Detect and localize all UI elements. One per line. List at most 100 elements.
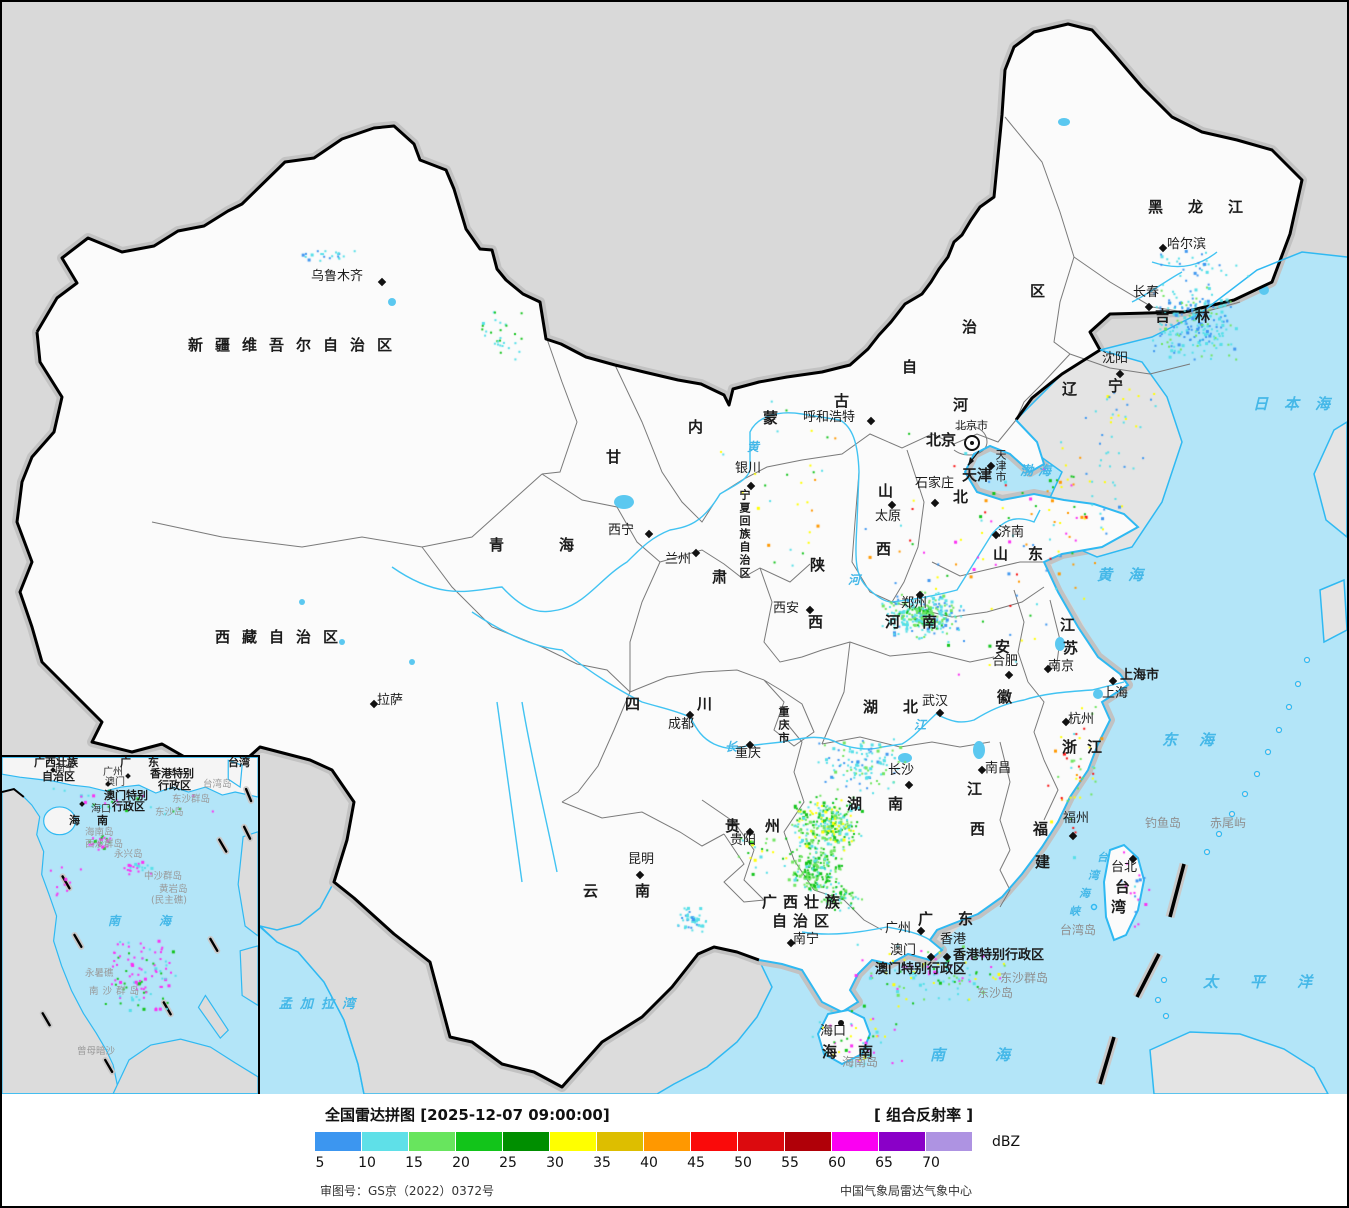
map-label: 青 (489, 536, 505, 554)
scale-box-10 (362, 1132, 408, 1151)
map-label: 南宁 (55, 764, 75, 775)
scale-tick: 55 (781, 1155, 799, 1171)
scale-box-65 (879, 1132, 925, 1151)
scale-box-45 (691, 1132, 737, 1151)
map-label: 台湾岛 (1060, 923, 1097, 937)
map-label: 西宁 (608, 523, 635, 538)
city-marker (916, 926, 926, 936)
map-label: 黑 (1148, 198, 1164, 216)
map-label: 江 (967, 780, 983, 798)
map-label: 杭州 (1068, 712, 1095, 727)
map-label: 钓鱼岛 (1145, 816, 1182, 830)
map-label: 宁 (1108, 377, 1124, 395)
map-label: 海 (822, 1043, 838, 1061)
map-label: 西安 (773, 601, 800, 616)
map-label: 台 (1115, 878, 1131, 896)
scale-box-55 (785, 1132, 831, 1151)
map-area: 新疆维吾尔自治区 西藏自治区青海甘肃内蒙古自治区宁夏回族自治区陕西山西河北山东河南… (2, 2, 1347, 1094)
scale-tick: 60 (828, 1155, 846, 1171)
map-label: 贵 (725, 817, 741, 835)
scale-tick: 70 (922, 1155, 940, 1171)
map-label: 兰州 (665, 552, 692, 567)
map-label: 江 (1060, 616, 1076, 634)
city-marker (377, 277, 387, 287)
map-label: 成都 (668, 717, 695, 732)
map-label: 江 (1228, 198, 1244, 216)
map-label: 重庆 (735, 746, 762, 761)
dbz-unit-label: dBZ (992, 1134, 1021, 1150)
map-label: 东沙岛 (977, 986, 1014, 1000)
map-label: 州 (765, 817, 781, 835)
map-label: 南京 (1048, 659, 1075, 674)
map-label: 东 (1028, 545, 1044, 563)
legend-bar: 全国雷达拼图 [2025-12-07 09:00:00] [ 组合反射率 ] 5… (2, 1094, 1347, 1206)
map-label: 西 (876, 540, 892, 558)
city-marker (1144, 302, 1154, 312)
map-label: 山 (878, 482, 894, 500)
map-label: 南 (922, 613, 938, 631)
map-label: 北京 (926, 431, 957, 449)
map-label: 南 (635, 882, 651, 900)
map-label: 澳门特别行政区 (875, 962, 967, 977)
city-marker (866, 416, 876, 426)
map-label: 古 (834, 392, 850, 410)
map-label: 内 (688, 418, 704, 436)
map-label: 天津 (962, 466, 993, 484)
map-label: 永暑礁 (85, 968, 114, 979)
map-label: 福 (1033, 820, 1049, 838)
map-label: 龙 (1188, 198, 1204, 216)
map-label: 澳门 (890, 943, 917, 958)
map-label: 吉 (1155, 307, 1171, 325)
map-label: 石家庄 (915, 476, 955, 491)
map-label: 辽 (1062, 380, 1078, 398)
scale-tick: 65 (875, 1155, 893, 1171)
map-label: 黄 (747, 440, 760, 454)
map-approval-number: 审图号：GS京（2022）0372号 (320, 1184, 494, 1198)
map-label: 海 (1079, 887, 1090, 900)
map-label: 江 (1087, 738, 1103, 756)
map-label: 长沙 (888, 763, 915, 778)
scale-tick: 35 (593, 1155, 611, 1171)
scale-box-20 (456, 1132, 502, 1151)
map-label: 郑州 (901, 596, 928, 611)
map-label: 东沙群岛 (1000, 971, 1049, 985)
map-label: 陕 (810, 556, 826, 574)
map-label: 湖 (863, 698, 879, 716)
map-label: 日本海 (1253, 395, 1347, 413)
map-label: 安 (995, 638, 1011, 656)
scale-box-50 (738, 1132, 784, 1151)
scale-tick: 5 (315, 1155, 325, 1171)
map-label: 蒙 (763, 409, 779, 427)
map-label: 南沙群岛 (89, 986, 144, 997)
map-label: 治 (962, 318, 978, 336)
map-label: 上海市 (1120, 668, 1160, 683)
map-label: 宁夏回族自治区 (738, 489, 751, 580)
map-label: 孟加拉湾 (279, 997, 364, 1012)
map-label: 西 (970, 820, 986, 838)
map-label: 海 (69, 814, 80, 827)
map-label: 山 (993, 545, 1009, 563)
map-label: 广州 (885, 921, 912, 936)
map-label: 湖 (847, 795, 863, 813)
map-label: 肃 (712, 568, 728, 586)
map-label: 峡 (1069, 905, 1080, 918)
map-label: 济南 (998, 525, 1025, 540)
agency-credit: 中国气象局雷达气象中心 (840, 1184, 973, 1198)
map-label: 北 (903, 698, 919, 716)
map-label: 香港 (940, 932, 967, 947)
city-marker (644, 529, 654, 539)
map-label: 西 (808, 613, 824, 631)
city-marker (1158, 243, 1168, 253)
scale-box-70 (926, 1132, 972, 1151)
map-label: 建 (1035, 853, 1051, 871)
city-marker (1108, 676, 1118, 686)
map-label: 海南岛 (842, 1055, 879, 1069)
map-label: 东 (958, 910, 974, 928)
map-label: 哈尔滨 (1167, 237, 1207, 252)
map-label: 合肥 (992, 654, 1019, 669)
map-label: 自治区 (772, 912, 836, 930)
map-label: 天津市 (994, 449, 1007, 482)
map-label: 四 (625, 695, 641, 713)
city-marker (926, 952, 936, 962)
